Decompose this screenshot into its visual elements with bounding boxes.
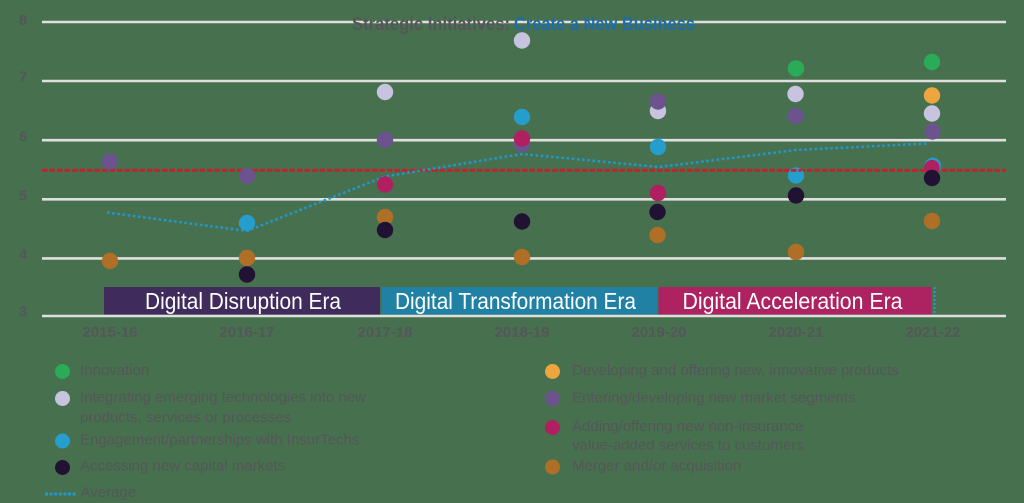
svg-text:Entering/developing new market: Entering/developing new market segments [572,390,856,407]
svg-text:Merger and/or acquisition: Merger and/or acquisition [572,458,741,475]
svg-text:Integrating emerging technolog: Integrating emerging technologies into n… [80,389,366,406]
svg-text:Digital Disruption Era: Digital Disruption Era [145,288,341,314]
svg-text:2020-21: 2020-21 [768,324,823,341]
svg-text:2021-22: 2021-22 [905,324,960,341]
svg-text:products, services or processe: products, services or processes [80,409,291,426]
svg-text:8: 8 [19,12,27,29]
svg-text:Accessing new capital markets: Accessing new capital markets [80,458,285,475]
svg-text:Average: Average [81,484,137,501]
svg-text:7: 7 [19,69,27,86]
svg-text:5: 5 [19,188,27,205]
svg-text:Digital Transformation Era: Digital Transformation Era [395,288,636,314]
svg-text:Create a New Business: Create a New Business [514,13,695,34]
svg-text:Innovation: Innovation [80,362,149,379]
svg-text:Digital Acceleration Era: Digital Acceleration Era [683,288,903,314]
svg-text:2016-17: 2016-17 [219,324,274,341]
svg-text:Developing and offering new, i: Developing and offering new, innovative … [572,362,899,379]
svg-text:2019-20: 2019-20 [631,324,686,341]
svg-text:Adding/offering new non-insura: Adding/offering new non-insurance [572,418,804,435]
svg-text:value-added services to custom: value-added services to customers [572,437,804,454]
svg-text:Engagement/partnerships with I: Engagement/partnerships with InsurTechs [80,432,359,449]
svg-text:4: 4 [19,247,28,264]
svg-text:2017-18: 2017-18 [357,324,412,341]
svg-text:3: 3 [19,304,27,321]
svg-text:6: 6 [19,129,27,146]
svg-text:2018-19: 2018-19 [494,324,549,341]
svg-text:Strategic Initiatives:: Strategic Initiatives: [352,13,510,34]
svg-text:2015-16: 2015-16 [82,324,137,341]
